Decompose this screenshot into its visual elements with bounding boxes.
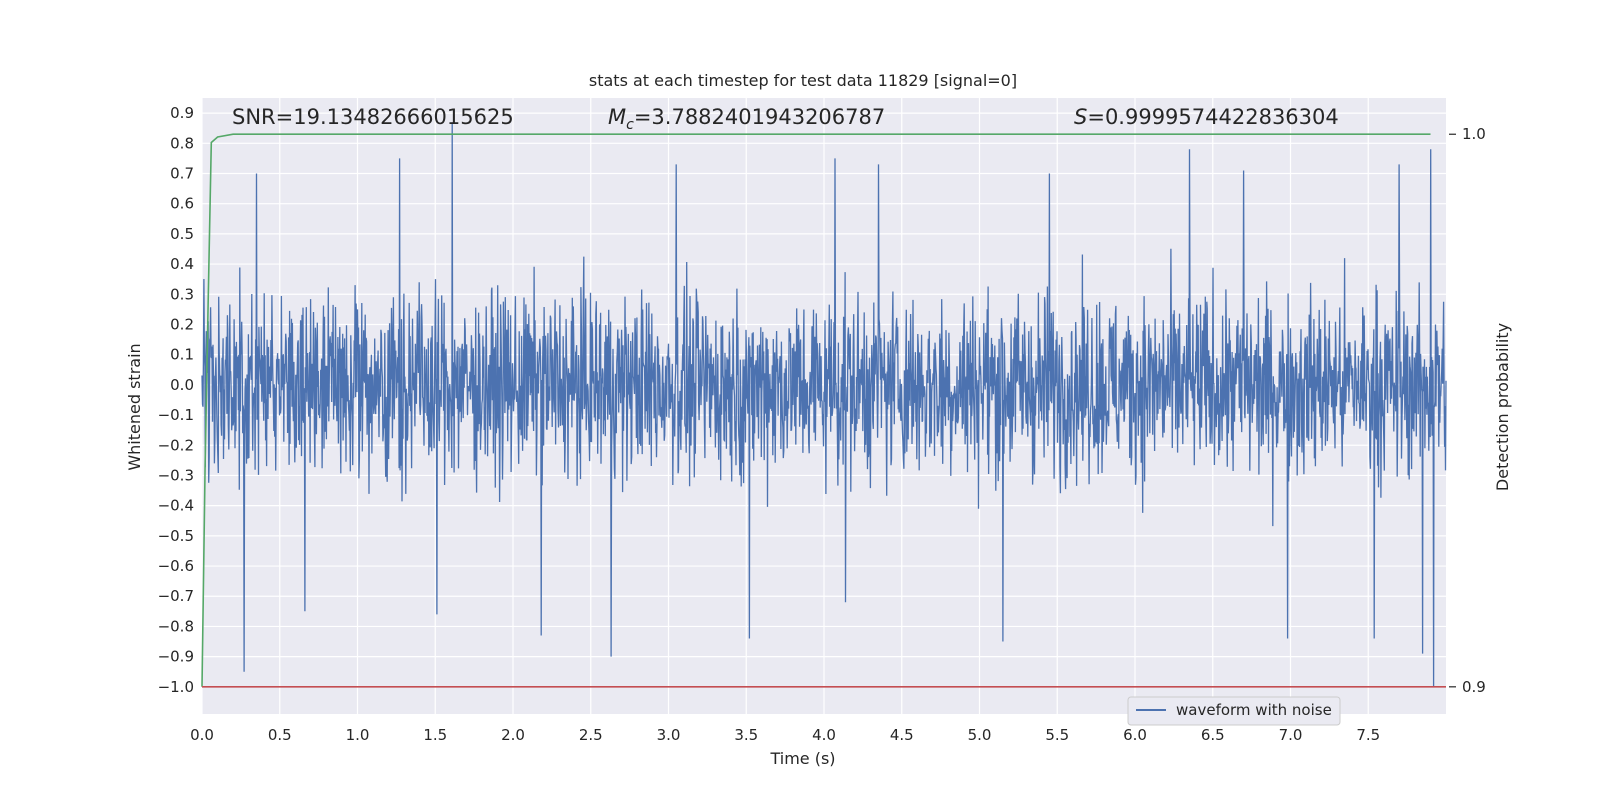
snr-annotation: SNR=19.13482666015625 bbox=[232, 105, 514, 129]
x-axis-ticks: 0.0 0.5 1.0 1.5 2.0 2.5 3.0 3.5 4.0 4.5 5.0 5.5 6.0 6… bbox=[190, 726, 1380, 744]
y-axis-ticks: 0.9 0.8 0.7 0.6 0.5 0.4 0.3 0.2 0.1 0.0 −0.1 −0.2 −0… bbox=[158, 104, 194, 696]
y2-axis-ticks: 1.0 0.9 bbox=[1449, 125, 1486, 696]
x-tick-label: 7.5 bbox=[1356, 726, 1380, 744]
y-tick-label: −0.9 bbox=[158, 648, 194, 666]
y-tick-label: 0.1 bbox=[170, 346, 194, 364]
y2-tick-label: 0.9 bbox=[1462, 678, 1486, 696]
x-tick-label: 1.5 bbox=[423, 726, 447, 744]
y-tick-label: 0.8 bbox=[170, 134, 194, 152]
detection-stat-annotation: S=0.9999574422836304 bbox=[1074, 105, 1339, 129]
y-tick-label: 0.5 bbox=[170, 225, 194, 243]
y-tick-label: 0.4 bbox=[170, 255, 194, 273]
y2-tick-label: 1.0 bbox=[1462, 125, 1486, 143]
x-tick-label: 6.0 bbox=[1123, 726, 1147, 744]
y-tick-label: 0.6 bbox=[170, 195, 194, 213]
y-tick-label: −0.5 bbox=[158, 527, 194, 545]
detection-stat-symbol: S bbox=[1074, 105, 1087, 129]
x-tick-label: 2.5 bbox=[579, 726, 603, 744]
chirp-mass-symbol: M bbox=[608, 105, 626, 129]
y-tick-label: −0.7 bbox=[158, 587, 194, 605]
y-tick-label: 0.3 bbox=[170, 285, 194, 303]
x-tick-label: 0.0 bbox=[190, 726, 214, 744]
detection-stat-value: =0.9999574422836304 bbox=[1087, 105, 1338, 129]
x-tick-label: 5.0 bbox=[968, 726, 992, 744]
x-axis-label: Time (s) bbox=[769, 749, 835, 768]
series-detection-probability bbox=[201, 133, 1446, 688]
x-tick-label: 2.0 bbox=[501, 726, 525, 744]
x-tick-label: 7.0 bbox=[1279, 726, 1303, 744]
y-tick-label: −0.1 bbox=[158, 406, 194, 424]
x-tick-label: 5.5 bbox=[1045, 726, 1069, 744]
chirp-mass-value: =3.7882401943206787 bbox=[634, 105, 885, 129]
x-tick-label: 4.0 bbox=[812, 726, 836, 744]
legend: waveform with noise bbox=[1127, 696, 1341, 726]
chart-title: stats at each timestep for test data 118… bbox=[589, 71, 1017, 90]
y-tick-label: −1.0 bbox=[158, 678, 194, 696]
y-tick-label: −0.4 bbox=[158, 497, 194, 515]
y-tick-label: 0.0 bbox=[170, 376, 194, 394]
detection-probability-line bbox=[201, 133, 1431, 687]
y-tick-label: −0.3 bbox=[158, 466, 194, 484]
y-axis-label: Whitened strain bbox=[125, 343, 144, 470]
y-tick-label: 0.2 bbox=[170, 315, 194, 333]
x-tick-label: 1.0 bbox=[346, 726, 370, 744]
x-tick-label: 3.5 bbox=[734, 726, 758, 744]
y-tick-label: −0.6 bbox=[158, 557, 194, 575]
y-tick-label: −0.8 bbox=[158, 617, 194, 635]
x-tick-label: 6.5 bbox=[1201, 726, 1225, 744]
y-tick-label: 0.9 bbox=[170, 104, 194, 122]
y-tick-label: 0.7 bbox=[170, 164, 194, 182]
x-tick-label: 0.5 bbox=[268, 726, 292, 744]
chirp-mass-subscript: c bbox=[626, 117, 634, 133]
waveform-line bbox=[201, 122, 1447, 687]
legend-label-waveform-with-noise: waveform with noise bbox=[1176, 701, 1332, 719]
series-waveform-with-noise bbox=[201, 122, 1447, 687]
y-tick-label: −0.2 bbox=[158, 436, 194, 454]
chirp-mass-annotation: Mc=3.7882401943206787 bbox=[608, 105, 885, 133]
x-tick-label: 4.5 bbox=[890, 726, 914, 744]
legend-box bbox=[1127, 696, 1341, 726]
x-tick-label: 3.0 bbox=[657, 726, 681, 744]
y2-axis-label: Detection probability bbox=[1493, 323, 1512, 491]
